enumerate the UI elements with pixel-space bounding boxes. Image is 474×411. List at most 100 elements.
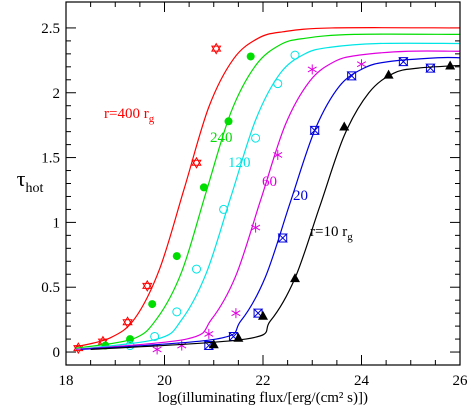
y-tick-label: 2.5 — [41, 21, 60, 37]
marker-part — [142, 282, 153, 292]
y-tick-label: 0.5 — [41, 280, 60, 296]
series-label: 60 — [262, 174, 277, 190]
y-axis-label: τhot — [17, 166, 44, 196]
marker — [273, 149, 283, 160]
x-tick-label: 18 — [59, 373, 74, 389]
y-tick-label: 0 — [53, 345, 61, 361]
marker — [211, 42, 222, 55]
series-label-text: 240 — [210, 130, 233, 146]
marker-part — [126, 335, 135, 344]
curve — [75, 50, 460, 351]
marker-part — [122, 319, 133, 329]
marker-part — [425, 63, 436, 73]
series-label: r=10 rg — [310, 224, 353, 243]
series-label-text: r=10 r — [310, 224, 347, 240]
marker — [150, 331, 160, 341]
marker-part — [192, 264, 202, 274]
marker-part — [219, 204, 229, 214]
marker-part — [204, 330, 214, 337]
marker-part — [150, 331, 160, 341]
marker-part — [211, 45, 222, 55]
marker — [208, 339, 219, 349]
marker — [231, 308, 241, 319]
marker — [192, 264, 202, 274]
marker-part — [307, 66, 317, 73]
marker — [445, 60, 456, 70]
curve — [75, 33, 460, 349]
curve — [75, 42, 460, 351]
marker — [172, 252, 181, 261]
series-label-text: r=400 r — [104, 106, 149, 122]
x-tick-label: 26 — [453, 373, 469, 389]
marker-part — [233, 332, 244, 342]
x-axis-label: log(illuminating flux/[erg/(cm² s)]) — [158, 390, 368, 406]
marker-part — [231, 310, 241, 317]
series-label-text: 20 — [293, 188, 308, 204]
marker — [258, 310, 268, 320]
series-label: 20 — [293, 188, 308, 204]
marker — [398, 57, 409, 67]
marker — [383, 69, 394, 79]
marker-part — [73, 342, 84, 352]
marker — [172, 307, 182, 317]
marker-part — [277, 233, 288, 243]
x-tick-label: 24 — [354, 373, 370, 389]
marker — [273, 79, 283, 89]
marker-part — [224, 117, 233, 126]
marker — [309, 125, 320, 135]
marker — [290, 50, 300, 60]
curve — [75, 27, 460, 348]
marker-part — [172, 252, 181, 261]
y-axis-symbol: τ — [17, 166, 26, 191]
series-label: r=400 rg — [104, 106, 155, 125]
marker-part — [273, 79, 283, 89]
marker — [307, 64, 317, 75]
marker-part — [398, 57, 409, 67]
marker-part — [339, 121, 350, 131]
series-label-subscript: g — [149, 113, 155, 125]
series-label-text: 120 — [228, 155, 251, 171]
marker — [346, 71, 357, 81]
marker — [224, 117, 233, 126]
curve — [90, 64, 460, 351]
marker-part — [199, 183, 208, 192]
marker — [126, 335, 135, 344]
marker — [191, 156, 202, 169]
series-label-text: 60 — [262, 174, 277, 190]
marker — [339, 121, 350, 131]
marker — [142, 279, 153, 292]
y-axis-subscript: hot — [25, 181, 43, 196]
x-tick-label: 20 — [157, 373, 172, 389]
marker-part — [445, 60, 456, 70]
marker-part — [356, 61, 367, 68]
curve — [80, 56, 460, 351]
marker-part — [383, 69, 394, 79]
y-tick-label: 2 — [53, 86, 61, 102]
marker — [246, 52, 255, 61]
marker — [425, 63, 436, 73]
marker — [251, 222, 261, 233]
marker-part — [290, 273, 301, 283]
series-label: 240 — [210, 130, 233, 146]
marker-part — [172, 307, 182, 317]
marker — [277, 233, 288, 243]
marker-part — [152, 346, 162, 353]
marker-part — [211, 42, 222, 52]
marker-part — [258, 310, 268, 320]
series-label: 120 — [228, 155, 251, 171]
marker — [204, 328, 214, 339]
marker-part — [208, 339, 219, 349]
marker — [199, 183, 208, 192]
series-label-subscript: g — [347, 231, 353, 243]
marker — [148, 300, 157, 309]
marker-part — [251, 224, 261, 231]
marker — [233, 332, 244, 342]
marker-part — [273, 152, 283, 158]
marker-part — [142, 279, 153, 289]
y-tick-label: 1 — [53, 215, 61, 231]
marker-part — [191, 156, 202, 166]
marker-part — [122, 316, 133, 326]
marker — [356, 59, 367, 70]
